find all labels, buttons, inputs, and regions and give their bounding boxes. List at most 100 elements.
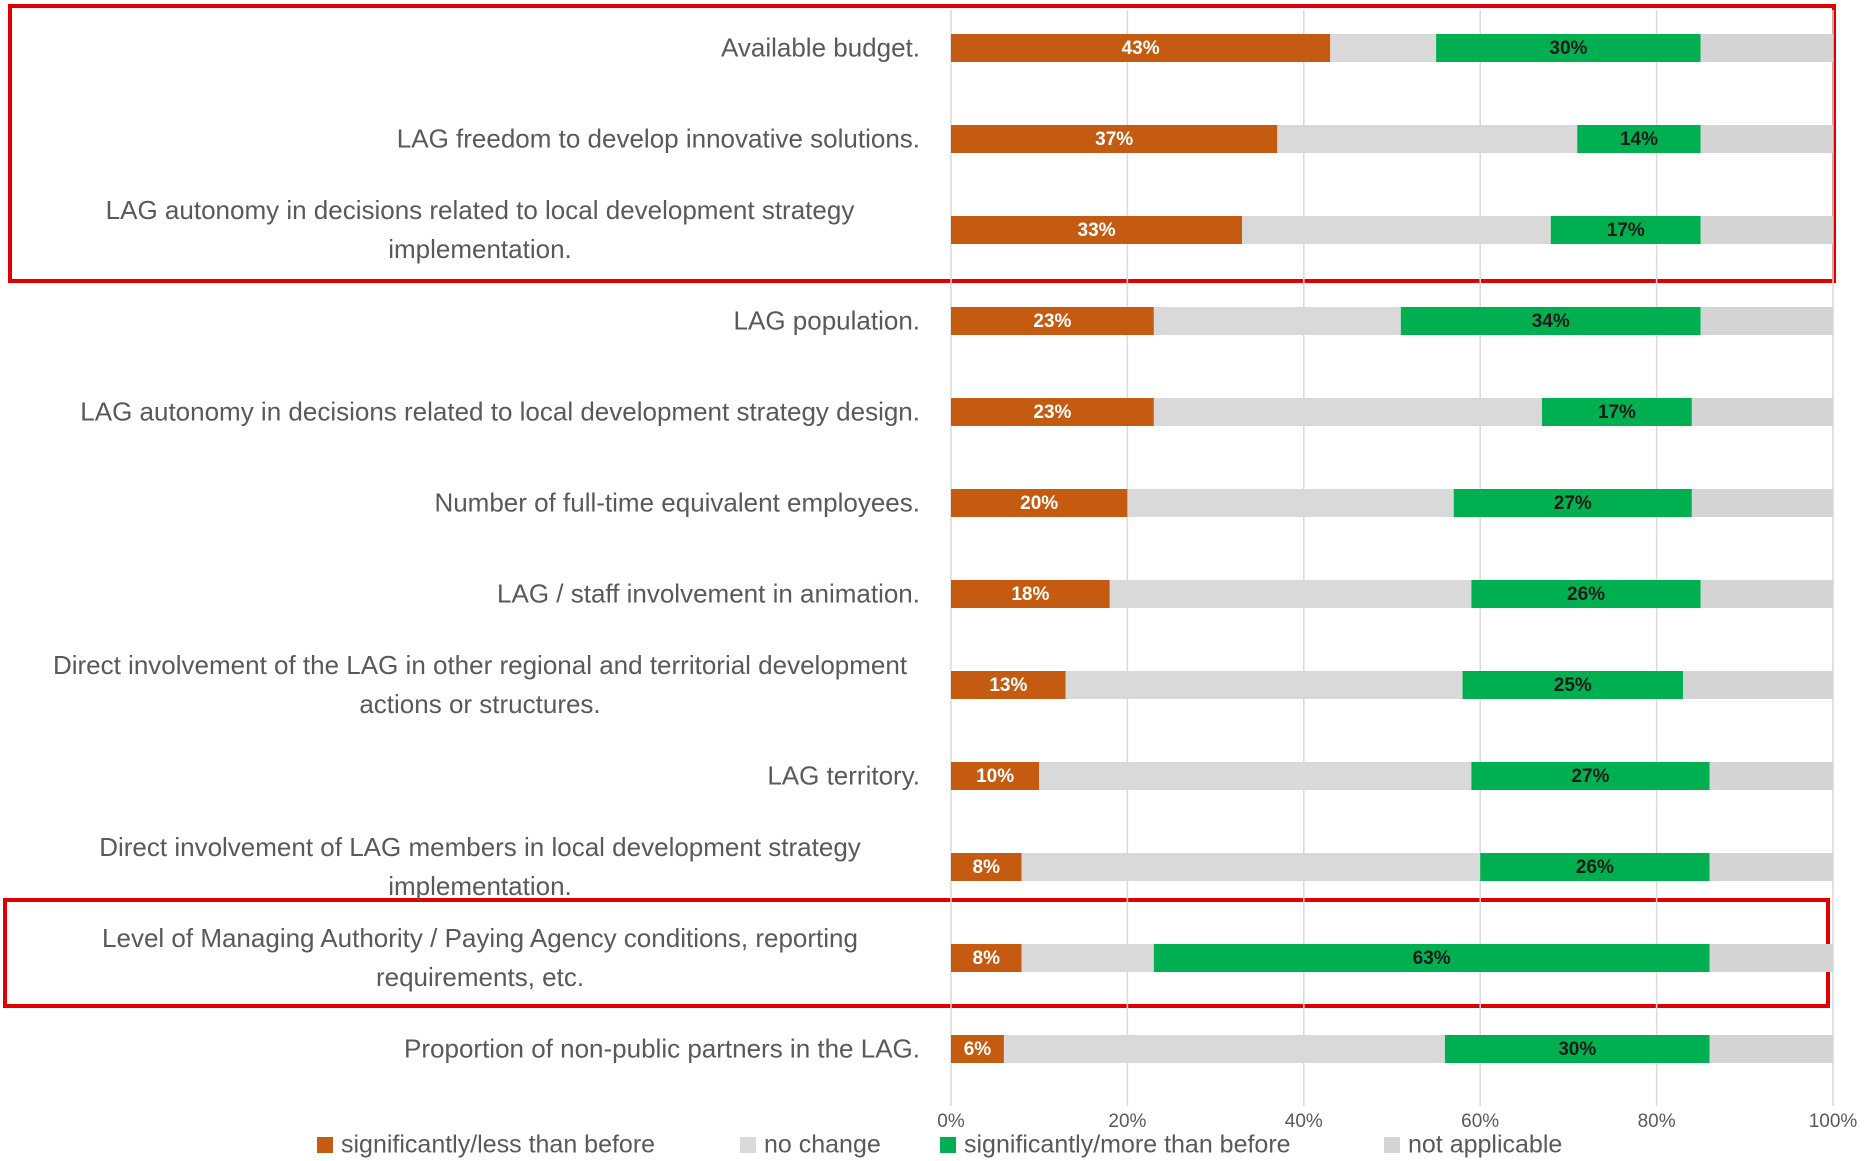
value-label: 23% <box>1033 311 1071 332</box>
bar-segment <box>1700 307 1833 335</box>
category-label: LAG population. <box>733 305 920 336</box>
bar-segment <box>1109 580 1472 608</box>
bar-segment <box>1462 671 1684 699</box>
category-label: Direct involvement of the LAG in other r… <box>52 650 908 719</box>
bar-segment <box>1471 762 1710 790</box>
value-label: 13% <box>989 675 1027 696</box>
bar-segment <box>951 853 1022 881</box>
bar-segment <box>1453 489 1692 517</box>
bar-segment <box>1153 944 1710 972</box>
grid <box>950 10 1834 1106</box>
value-label: 34% <box>1532 311 1570 332</box>
bar-segment <box>1709 762 1833 790</box>
bar-segment <box>1471 580 1701 608</box>
bar-segment <box>951 671 1066 699</box>
bar-segment <box>951 762 1040 790</box>
value-label: 17% <box>1607 220 1645 241</box>
x-tick-label: 40% <box>1285 1111 1323 1132</box>
bar-segment <box>1709 853 1833 881</box>
x-tick-label: 20% <box>1108 1111 1146 1132</box>
value-label: 26% <box>1576 857 1614 878</box>
value-label: 30% <box>1549 38 1587 59</box>
bar-segment <box>951 216 1243 244</box>
bar-segment <box>1003 1035 1445 1063</box>
value-label: 8% <box>973 857 1001 878</box>
bar-segment <box>1700 125 1833 153</box>
category-label: Level of Managing Authority / Paying Age… <box>102 923 858 992</box>
bar-segment <box>951 125 1278 153</box>
bar-segment <box>951 307 1154 335</box>
bar-segment <box>1700 34 1833 62</box>
value-label: 14% <box>1620 129 1658 150</box>
category-label: LAG territory. <box>767 760 920 791</box>
bar-segment <box>1700 216 1833 244</box>
legend-swatch <box>1384 1137 1400 1153</box>
bar-segment <box>951 944 1022 972</box>
category-label: Available budget. <box>720 32 920 63</box>
bar-segment <box>1577 125 1701 153</box>
bar-segment <box>1127 489 1454 517</box>
bar-segment <box>951 398 1154 426</box>
highlight-box <box>8 4 1836 283</box>
bar-segment <box>1277 125 1578 153</box>
bar-segment <box>1021 944 1154 972</box>
bar-segment <box>1330 34 1437 62</box>
legend-label: not applicable <box>1408 1131 1562 1159</box>
value-label: 17% <box>1598 402 1636 423</box>
x-tick-label: 100% <box>1809 1111 1858 1132</box>
category-label: LAG / staff involvement in animation. <box>497 578 920 609</box>
x-tick-label: 80% <box>1638 1111 1676 1132</box>
x-tick-label: 0% <box>937 1111 965 1132</box>
bar-segment <box>951 580 1110 608</box>
bar-segment <box>951 489 1128 517</box>
bar-segment <box>1541 398 1692 426</box>
bar-segment <box>1691 398 1833 426</box>
bar-segment <box>951 1035 1004 1063</box>
value-label: 20% <box>1020 493 1058 514</box>
value-label: 10% <box>976 766 1014 787</box>
bar-segment <box>1400 307 1701 335</box>
x-tick-label: 60% <box>1461 1111 1499 1132</box>
value-label: 43% <box>1122 38 1160 59</box>
category-label: Proportion of non-public partners in the… <box>404 1033 920 1064</box>
value-label: 18% <box>1011 584 1049 605</box>
category-label: LAG autonomy in decisions related to loc… <box>105 195 855 264</box>
legend-label: significantly/less than before <box>341 1131 655 1159</box>
legend-label: no change <box>764 1131 881 1159</box>
value-label: 25% <box>1554 675 1592 696</box>
value-label: 23% <box>1033 402 1071 423</box>
category-label: Direct involvement of LAG members in loc… <box>99 832 861 901</box>
value-label: 27% <box>1571 766 1609 787</box>
value-label: 26% <box>1567 584 1605 605</box>
value-label: 37% <box>1095 129 1133 150</box>
legend-swatch <box>740 1137 756 1153</box>
value-label: 63% <box>1413 948 1451 969</box>
legend-swatch <box>940 1137 956 1153</box>
bar-segment <box>1065 671 1463 699</box>
bar-segment <box>1550 216 1701 244</box>
bar-segment <box>1709 1035 1833 1063</box>
bar-segment <box>1691 489 1833 517</box>
bar-segment <box>1153 398 1542 426</box>
bar-segment <box>1021 853 1481 881</box>
value-label: 27% <box>1554 493 1592 514</box>
bar-segment <box>1153 307 1401 335</box>
bar-segment <box>1436 34 1701 62</box>
legend-swatch <box>317 1137 333 1153</box>
bar-segment <box>1480 853 1710 881</box>
bar-segment <box>1242 216 1551 244</box>
value-label: 33% <box>1078 220 1116 241</box>
value-label: 6% <box>964 1039 992 1060</box>
bar-segment <box>1700 580 1833 608</box>
bar-segment <box>1444 1035 1710 1063</box>
value-label: 8% <box>973 948 1001 969</box>
value-label: 30% <box>1558 1039 1596 1060</box>
bar-segment <box>1683 671 1833 699</box>
bar-segment <box>951 34 1331 62</box>
legend-label: significantly/more than before <box>964 1131 1291 1159</box>
bar-segment <box>1039 762 1472 790</box>
bar-segment <box>1709 944 1833 972</box>
category-label: LAG autonomy in decisions related to loc… <box>80 396 920 427</box>
